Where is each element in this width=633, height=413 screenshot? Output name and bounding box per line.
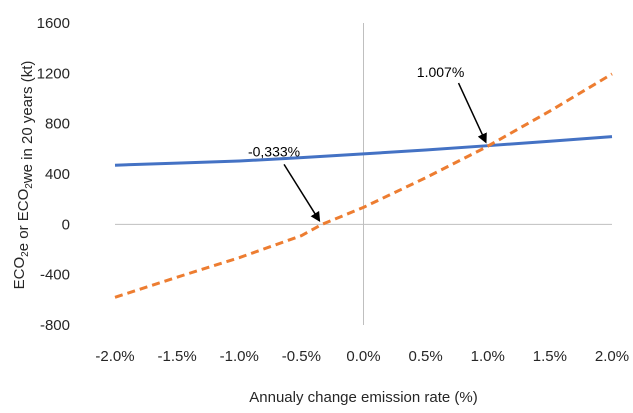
annotation-arrow	[457, 82, 487, 144]
x-tick-label: -2.0%	[95, 348, 134, 365]
x-tick-label: -0.5%	[282, 348, 321, 365]
x-axis-title: Annualy change emission rate (%)	[249, 389, 477, 406]
y-tick-label: -800	[40, 317, 70, 334]
y-tick-label: 0	[62, 216, 70, 233]
y-tick-label: 1600	[37, 15, 70, 32]
y-tick-label: -400	[40, 267, 70, 284]
annotation-label: -0,333%	[248, 143, 300, 159]
annotation-arrow	[283, 163, 321, 223]
x-tick-label: 2.0%	[595, 348, 629, 365]
x-tick-label: 1.5%	[533, 348, 567, 365]
annotation-layer: 1.007% -0,333%	[248, 64, 487, 223]
y-tick-label: 800	[45, 116, 70, 133]
series-line-solid	[114, 135, 613, 167]
x-tick-label: 0.0%	[346, 348, 380, 365]
axes-layer	[115, 23, 612, 325]
series-line-dashed	[114, 72, 613, 299]
series-layer	[114, 72, 613, 299]
y-axis-title: ECO2e or ECO2we in 20 years (kt)	[11, 61, 36, 290]
x-tick-label: 0.5%	[409, 348, 443, 365]
x-tick-label: 1.0%	[471, 348, 505, 365]
x-tick-label: -1.5%	[158, 348, 197, 365]
y-tick-label: 1200	[37, 65, 70, 82]
x-tick-label: -1.0%	[220, 348, 259, 365]
y-tick-label: 400	[45, 166, 70, 183]
annotation-label: 1.007%	[417, 64, 464, 80]
label-layer: -800 -400 0 400 800 1200 1600 -2.0% -1.5% -1.0% -0…	[11, 15, 629, 406]
